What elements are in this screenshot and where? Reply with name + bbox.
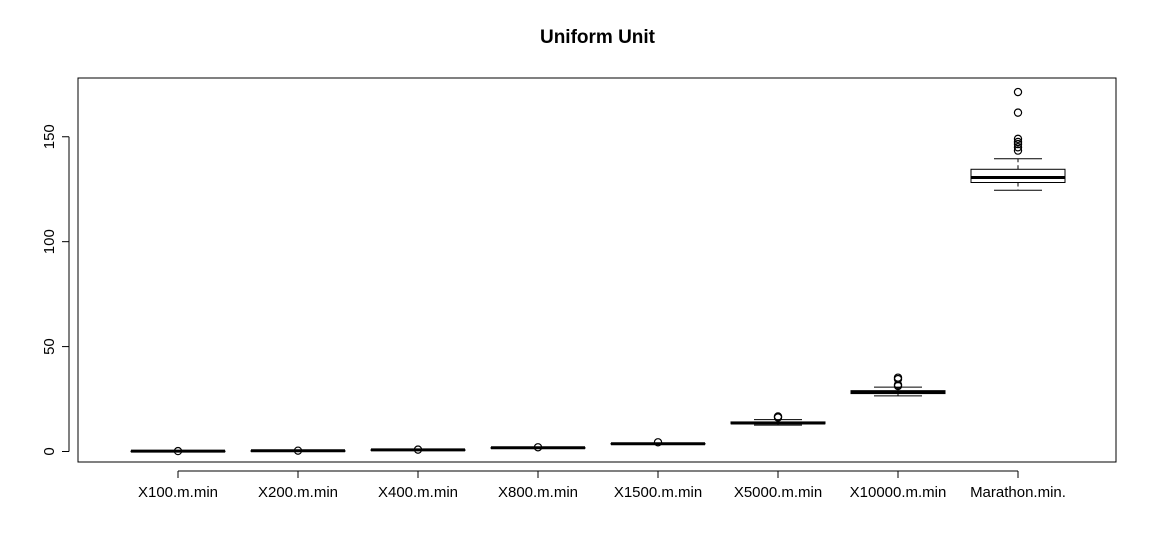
box-2 (370, 445, 466, 454)
iqr-box-7 (970, 168, 1066, 183)
box-4 (610, 438, 706, 447)
x-tick-label-4: X1500.m.min (614, 484, 702, 501)
outlier-7-1 (1013, 143, 1023, 152)
box-0 (130, 446, 226, 456)
x-tick-label-0: X100.m.min (138, 484, 218, 501)
outlier-7-3 (1013, 137, 1023, 147)
x-tick-label-6: X10000.m.min (850, 484, 947, 501)
outlier-0-0 (173, 446, 183, 456)
box-7 (970, 87, 1066, 191)
outlier-6-3 (893, 373, 903, 382)
x-tick-label-1: X200.m.min (258, 484, 338, 501)
outlier-4-0 (653, 438, 663, 447)
box-5 (730, 412, 826, 426)
outlier-1-0 (293, 446, 303, 455)
box-3 (490, 443, 586, 452)
chart-title: Uniform Unit (539, 27, 656, 48)
x-tick-label-3: X800.m.min (498, 484, 578, 501)
x-tick-label-7: Marathon.min. (970, 484, 1066, 501)
y-axis: 0 50 100 150 (41, 124, 70, 456)
y-tick-label-0: 0 (41, 447, 58, 455)
x-axis: X100.m.min X200.m.min X400.m.min X800.m.min… (138, 470, 1066, 501)
y-tick-label-3: 150 (41, 124, 58, 149)
outlier-5-1 (773, 412, 783, 421)
outlier-7-5 (1013, 108, 1023, 117)
outlier-2-0 (413, 445, 423, 454)
y-tick-label-1: 50 (41, 338, 58, 355)
outlier-3-0 (533, 443, 543, 452)
x-tick-label-2: X400.m.min (378, 484, 458, 501)
boxes (130, 87, 1066, 456)
plot-frame (77, 77, 1117, 463)
outlier-7-6 (1013, 87, 1023, 97)
x-tick-label-5: X5000.m.min (734, 484, 822, 501)
box-1 (250, 446, 346, 455)
outlier-7-4 (1013, 134, 1023, 144)
box-6 (850, 373, 946, 397)
outlier-7-0 (1013, 146, 1023, 155)
y-tick-label-2: 100 (41, 229, 58, 254)
